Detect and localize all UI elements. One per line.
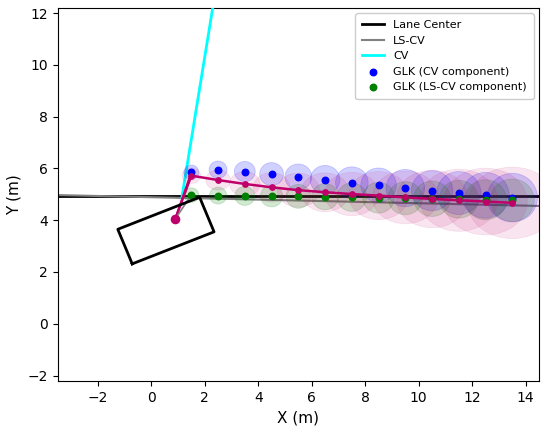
Ellipse shape: [182, 168, 201, 184]
Ellipse shape: [260, 185, 283, 207]
Ellipse shape: [260, 162, 283, 186]
Point: [240, 181, 249, 187]
Point: [213, 177, 222, 184]
GLK (CV component): [213, 166, 222, 173]
CV: [179, 194, 185, 200]
Point: [321, 189, 329, 196]
Point: [294, 187, 302, 194]
GLK (CV component): [187, 169, 195, 176]
Point: [171, 216, 180, 222]
Ellipse shape: [411, 171, 453, 211]
GLK (CV component): [481, 192, 490, 199]
Ellipse shape: [229, 172, 260, 197]
Ellipse shape: [465, 180, 506, 220]
Ellipse shape: [184, 188, 199, 202]
Ellipse shape: [440, 180, 478, 218]
Ellipse shape: [277, 173, 319, 207]
Line: CV: CV: [182, 8, 213, 197]
Ellipse shape: [184, 165, 199, 180]
GLK (LS-CV component): [240, 192, 249, 199]
Ellipse shape: [348, 172, 408, 220]
Point: [428, 196, 436, 203]
Ellipse shape: [337, 183, 366, 211]
GLK (LS-CV component): [374, 194, 383, 201]
Ellipse shape: [234, 162, 256, 181]
GLK (CV component): [428, 187, 436, 194]
Ellipse shape: [487, 173, 537, 222]
Ellipse shape: [286, 184, 311, 208]
GLK (CV component): [401, 184, 410, 191]
GLK (CV component): [454, 190, 463, 197]
Ellipse shape: [301, 173, 349, 212]
Ellipse shape: [372, 171, 438, 224]
CV: [210, 5, 216, 10]
Ellipse shape: [335, 167, 368, 198]
GLK (LS-CV component): [321, 193, 329, 200]
Ellipse shape: [209, 161, 227, 178]
GLK (LS-CV component): [428, 195, 436, 202]
Ellipse shape: [444, 168, 527, 235]
GLK (CV component): [267, 171, 276, 178]
GLK (CV component): [347, 179, 356, 186]
Ellipse shape: [206, 170, 230, 190]
Ellipse shape: [386, 169, 425, 207]
Point: [454, 197, 463, 204]
Ellipse shape: [253, 172, 290, 202]
Ellipse shape: [209, 187, 227, 204]
Ellipse shape: [310, 165, 340, 194]
Point: [508, 200, 517, 206]
Ellipse shape: [312, 184, 339, 210]
Point: [187, 172, 195, 179]
GLK (LS-CV component): [267, 193, 276, 200]
Ellipse shape: [420, 169, 497, 232]
GLK (LS-CV component): [454, 196, 463, 203]
GLK (CV component): [321, 176, 329, 183]
GLK (CV component): [240, 168, 249, 175]
GLK (LS-CV component): [187, 192, 195, 199]
Ellipse shape: [467, 167, 546, 238]
Ellipse shape: [462, 172, 509, 218]
Ellipse shape: [325, 172, 379, 216]
Point: [374, 192, 383, 199]
Legend: Lane Center, LS-CV, CV, GLK (CV component), GLK (LS-CV component): Lane Center, LS-CV, CV, GLK (CV componen…: [355, 13, 533, 99]
Ellipse shape: [490, 179, 534, 222]
GLK (CV component): [294, 174, 302, 181]
Ellipse shape: [396, 170, 468, 228]
Point: [267, 184, 276, 191]
GLK (LS-CV component): [294, 193, 302, 200]
Ellipse shape: [437, 172, 481, 215]
Y-axis label: Y (m): Y (m): [7, 174, 22, 215]
X-axis label: X (m): X (m): [277, 410, 319, 425]
Point: [401, 194, 410, 201]
GLK (LS-CV component): [481, 196, 490, 203]
Point: [347, 191, 356, 197]
Point: [481, 198, 490, 205]
GLK (CV component): [508, 194, 517, 201]
Ellipse shape: [388, 181, 423, 215]
GLK (LS-CV component): [508, 197, 517, 204]
GLK (LS-CV component): [401, 195, 410, 202]
Ellipse shape: [285, 164, 312, 190]
GLK (LS-CV component): [213, 192, 222, 199]
GLK (LS-CV component): [347, 194, 356, 200]
Ellipse shape: [361, 168, 396, 203]
GLK (CV component): [374, 182, 383, 189]
Ellipse shape: [363, 182, 394, 213]
Ellipse shape: [235, 186, 255, 206]
Ellipse shape: [414, 181, 450, 216]
